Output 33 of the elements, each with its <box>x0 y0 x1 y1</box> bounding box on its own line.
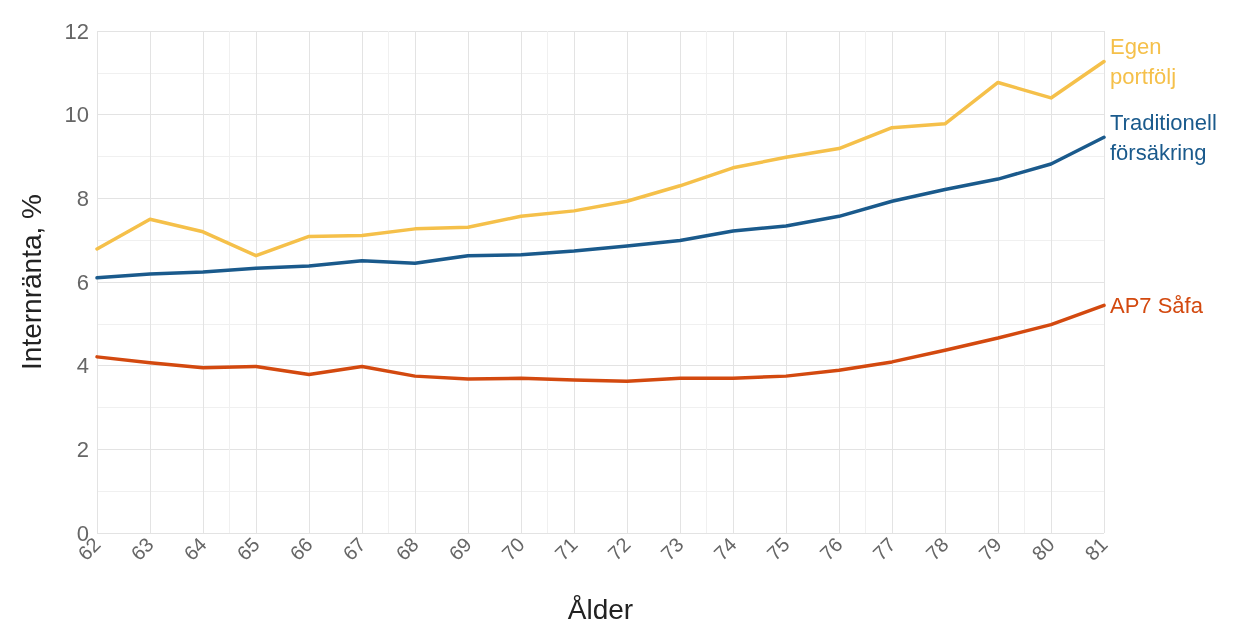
x-tick-label: 66 <box>285 533 317 565</box>
line-series <box>95 59 1106 258</box>
series-label: Traditionell försäkring <box>1110 109 1223 165</box>
x-tick-label: 77 <box>868 533 900 565</box>
x-tick-label: 67 <box>338 533 370 565</box>
x-tick-label: 64 <box>179 533 211 565</box>
y-tick-label: 12 <box>64 18 89 44</box>
x-tick-label: 79 <box>974 533 1006 565</box>
x-tick-label: 65 <box>232 533 264 565</box>
line-series <box>95 135 1106 280</box>
x-tick-label: 80 <box>1027 533 1059 565</box>
y-axis-title: Internränta, % <box>15 194 47 370</box>
x-tick-label: 63 <box>126 533 158 565</box>
y-tick-label: 6 <box>76 269 89 295</box>
x-tick-label: 75 <box>762 533 794 565</box>
series-label: Egen portfölj <box>1110 34 1177 90</box>
x-tick-label: 69 <box>444 533 476 565</box>
y-tick-label: 4 <box>76 353 89 379</box>
x-tick-label: 72 <box>603 533 635 565</box>
x-tick-label: 68 <box>391 533 423 565</box>
line-series <box>95 303 1106 383</box>
y-tick-label: 10 <box>64 102 89 128</box>
y-tick-label: 2 <box>76 436 89 462</box>
x-tick-label: 73 <box>656 533 688 565</box>
series-label: AP7 Såfa <box>1110 292 1204 318</box>
x-tick-label: 71 <box>550 533 582 565</box>
y-tick-label: 8 <box>76 185 89 211</box>
x-axis-title: Ålder <box>567 593 634 625</box>
x-tick-label: 81 <box>1080 533 1112 565</box>
x-tick-label: 70 <box>497 533 529 565</box>
x-tick-label: 78 <box>921 533 953 565</box>
x-tick-label: 74 <box>709 533 741 565</box>
x-tick-label: 76 <box>815 533 847 565</box>
